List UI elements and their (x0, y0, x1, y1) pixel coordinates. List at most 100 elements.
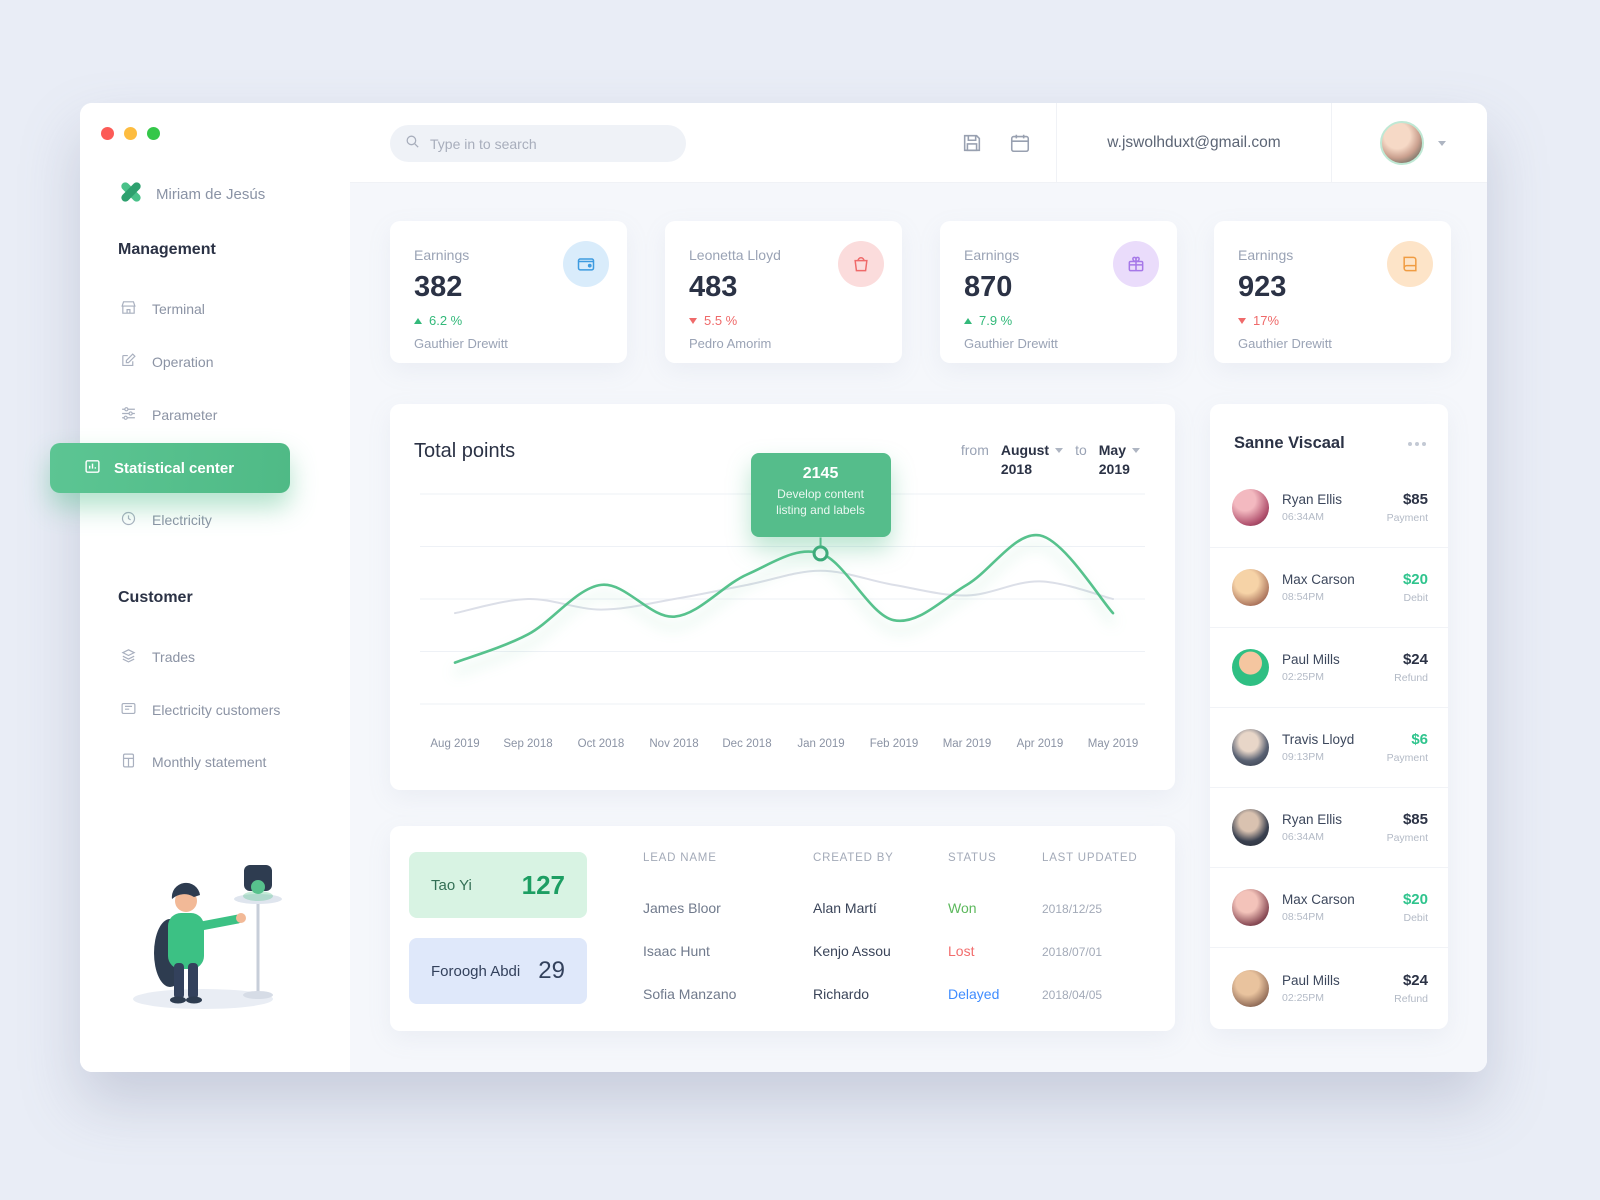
table-row[interactable]: Sofia Manzano Richardo Delayed 2018/04/0… (643, 986, 1103, 1002)
save-icon[interactable] (961, 132, 983, 154)
avatar (1232, 729, 1269, 766)
window-zoom-button[interactable] (147, 127, 160, 140)
transaction-row[interactable]: Travis Lloyd 09:13PM $6 Payment (1210, 708, 1448, 788)
app-window: Miriam de Jesús Management Terminal Oper… (50, 103, 1487, 1072)
sidebar-item-parameter[interactable]: Parameter (120, 405, 217, 425)
section-title-customer: Customer (118, 589, 193, 606)
section-title-management: Management (118, 241, 216, 258)
sidebar-item-electricity[interactable]: Electricity (120, 510, 212, 530)
book-icon (1387, 241, 1433, 287)
avatar (1232, 649, 1269, 686)
sidebar-item-monthly-statement[interactable]: Monthly statement (120, 752, 266, 772)
chart-x-axis: Aug 2019 Sep 2018 Oct 2018 Nov 2018 Dec … (390, 738, 1175, 754)
status-badge: Lost (948, 943, 975, 959)
x-tick: Aug 2019 (430, 738, 480, 750)
sidebar-item-label: Monthly statement (152, 754, 267, 770)
sidebar-item-operation[interactable]: Operation (120, 352, 213, 372)
table-row[interactable]: James Bloor Alan Martí Won 2018/12/25 (643, 900, 1103, 916)
clock-icon (120, 510, 137, 530)
total-points-card: Total points from August 2018 to May 201… (390, 404, 1175, 790)
search-icon (404, 133, 421, 155)
avatar[interactable] (1380, 121, 1424, 165)
x-tick: Nov 2018 (649, 738, 699, 750)
window-close-button[interactable] (101, 127, 114, 140)
highlight-tao-yi[interactable]: Tao Yi 127 (409, 852, 587, 918)
stat-title: Earnings (1238, 247, 1294, 263)
range-from-label: from (960, 442, 989, 458)
transaction-row[interactable]: Max Carson 08:54PM $20 Debit (1210, 868, 1448, 948)
stat-person: Gauthier Drewitt (964, 336, 1058, 351)
trend-up-icon (414, 317, 422, 324)
document-icon (120, 752, 137, 772)
wallet-icon (563, 241, 609, 287)
stat-title: Earnings (964, 247, 1020, 263)
chevron-down-icon (1132, 447, 1140, 453)
search-input[interactable] (430, 135, 660, 152)
panel-title: Sanne Viscaal (1234, 434, 1345, 452)
divider (1331, 103, 1332, 183)
chevron-down-icon (1055, 447, 1064, 453)
chart-tooltip: 2145 Develop content listing and labels (750, 453, 891, 538)
divider (1056, 103, 1057, 183)
stat-card-earnings-1: Earnings 382 6.2 % Gauthier Drewitt (390, 221, 627, 363)
highlight-foroogh-abdi[interactable]: Foroogh Abdi 29 (409, 938, 587, 1004)
user-name: Miriam de Jesús (156, 186, 266, 203)
trend-down-icon (689, 317, 697, 324)
transaction-row[interactable]: Max Carson 08:54PM $20 Debit (1210, 548, 1448, 628)
sidebar-item-trades[interactable]: Trades (120, 647, 195, 667)
x-tick: Jan 2019 (797, 738, 845, 750)
avatar (1232, 569, 1269, 606)
stat-card-earnings-3: Earnings 923 17% Gauthier Drewitt (1214, 221, 1451, 363)
transaction-row[interactable]: Paul Mills 02:25PM $24 Refund (1210, 948, 1448, 1028)
highlight-name: Tao Yi (431, 876, 472, 894)
chart-marker (812, 545, 829, 562)
transaction-row[interactable]: Ryan Ellis 06:34AM $85 Payment (1210, 788, 1448, 868)
sidebar-item-terminal[interactable]: Terminal (120, 299, 205, 319)
range-to-select[interactable]: May 2019 (1099, 442, 1140, 477)
more-icon[interactable] (1408, 442, 1426, 446)
main-content: Earnings 382 6.2 % Gauthier Drewitt Leon… (350, 183, 1487, 1072)
calendar-icon[interactable] (1009, 132, 1031, 154)
chevron-down-icon[interactable] (1438, 141, 1446, 146)
trend-up-icon (964, 317, 972, 324)
meter-icon (120, 700, 137, 720)
highlight-value: 29 (538, 957, 565, 984)
sidebar-item-label: Trades (152, 649, 196, 665)
transactions-list: Ryan Ellis 06:34AM $85 Payment Max Carso… (1210, 468, 1448, 1028)
sidebar-item-electricity-customers[interactable]: Electricity customers (120, 700, 280, 720)
leads-table-header: LEAD NAME CREATED BY STATUS LAST UPDATED (643, 852, 1138, 864)
table-row[interactable]: Isaac Hunt Kenjo Assou Lost 2018/07/01 (643, 943, 1103, 959)
x-tick: Apr 2019 (1016, 738, 1064, 750)
chart-icon (84, 458, 101, 479)
stat-change: 5.5 % (689, 313, 878, 328)
x-tick: Oct 2018 (577, 738, 625, 750)
chart-title: Total points (414, 440, 516, 462)
trend-down-icon (1238, 317, 1246, 324)
stat-change: 6.2 % (414, 313, 603, 328)
stat-title: Leonetta Lloyd (689, 247, 781, 263)
avatar (1232, 889, 1269, 926)
date-range-picker: from August 2018 to May 2019 (961, 442, 1140, 477)
transaction-row[interactable]: Paul Mills 02:25PM $24 Refund (1210, 628, 1448, 708)
stat-value: 382 (414, 271, 463, 303)
x-tick: Dec 2018 (722, 738, 772, 750)
sidebar: Miriam de Jesús Management Terminal Oper… (50, 103, 350, 1072)
topbar: w.jswolhduxt@gmail.com (350, 103, 1487, 183)
range-from-select[interactable]: August 2018 (1001, 442, 1064, 477)
leads-card: Tao Yi 127 Foroogh Abdi 29 LEAD NAME CRE… (390, 826, 1175, 1031)
window-controls (101, 127, 160, 140)
range-to-label: to (1075, 442, 1087, 458)
sidebar-item-label: Electricity (152, 512, 212, 528)
terminal-icon (120, 299, 137, 319)
window-minimize-button[interactable] (124, 127, 137, 140)
brand: Miriam de Jesús (118, 179, 265, 210)
sidebar-item-label: Terminal (152, 301, 205, 317)
status-badge: Won (948, 900, 977, 916)
stat-value: 870 (964, 271, 1013, 303)
layers-icon (120, 647, 137, 667)
illustration (133, 865, 282, 1009)
sidebar-item-statistical-center[interactable]: Statistical center (50, 443, 290, 493)
x-tick: Feb 2019 (869, 738, 919, 750)
transaction-row[interactable]: Ryan Ellis 06:34AM $85 Payment (1210, 468, 1448, 548)
logo-icon (118, 179, 144, 210)
